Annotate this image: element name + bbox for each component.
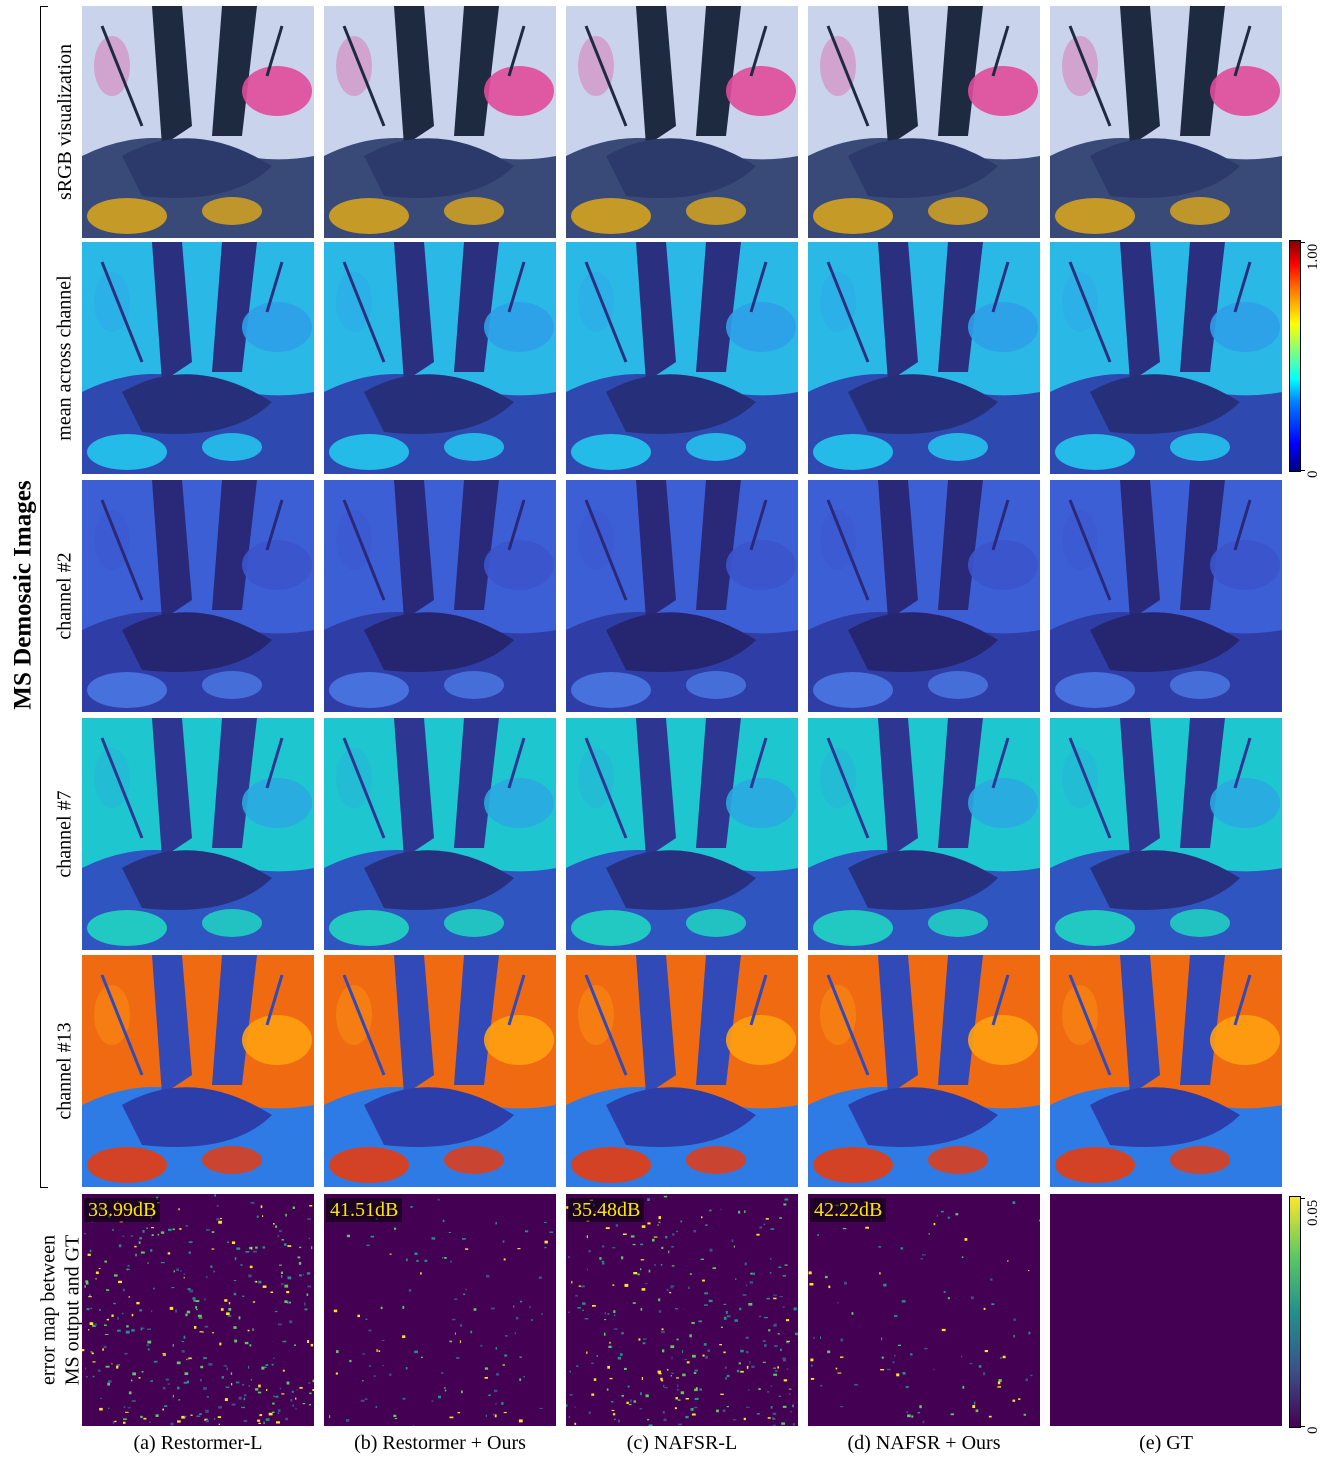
psnr-label: 35.48dB [568,1198,645,1222]
caption-col-e: (e) GT [1139,1432,1193,1454]
colorbar-jet [1289,240,1301,472]
colorbar-viridis-min-label: 0 [1305,1426,1321,1435]
panel-ch7-col-1 [324,718,556,950]
row-label-ch7: channel #7 [48,718,82,950]
colorbar-viridis [1289,1196,1301,1428]
row-label-text: channel #7 [54,790,76,878]
row-label-text: channel #2 [54,552,76,640]
panel-mean-col-3 [808,242,1040,474]
row-label-mean: mean across channel [48,242,82,474]
psnr-label: 33.99dB [84,1198,161,1222]
row-label-ch13: channel #13 [48,955,82,1187]
panel-err-col-0: 33.99dB [82,1194,314,1426]
row-label-err-text: error map between MS output and GT [36,1235,84,1386]
row-label-err: error map between MS output and GT [30,1194,90,1426]
psnr-label: 41.51dB [326,1198,403,1222]
panel-srgb-col-3 [808,6,1040,238]
panel-ch2-col-2 [566,480,798,712]
row-label-text: mean across channel [54,275,77,441]
panel-err-col-4 [1050,1194,1282,1426]
panel-ch7-col-3 [808,718,1040,950]
figure-side-title: MS Demosaic Images [4,200,44,990]
row-label-err-line2: MS output and GT [61,1234,83,1386]
panel-ch2-col-1 [324,480,556,712]
row-label-err-line1: error map between [37,1235,59,1385]
panel-err-col-3: 42.22dB [808,1194,1040,1426]
panel-srgb-col-2 [566,6,798,238]
colorbar-jet-min-label: 0 [1305,470,1321,479]
panel-ch13-col-1 [324,955,556,1187]
panel-srgb-col-1 [324,6,556,238]
rows-bracket [40,6,48,1188]
panel-mean-col-1 [324,242,556,474]
caption-col-a: (a) Restormer-L [133,1432,263,1454]
colorbar-viridis-max-label: 0.05 [1305,1199,1321,1226]
side-title-text: MS Demosaic Images [10,480,38,710]
panel-mean-col-4 [1050,242,1282,474]
caption-col-b: (b) Restormer + Ours [354,1432,526,1454]
panel-ch13-col-4 [1050,955,1282,1187]
panel-ch13-col-3 [808,955,1040,1187]
caption-col-d: (d) NAFSR + Ours [847,1432,1001,1454]
panel-mean-col-2 [566,242,798,474]
colorbar-jet-tick-max [1301,242,1305,243]
panel-mean-col-0 [82,242,314,474]
panel-ch13-col-0 [82,955,314,1187]
row-label-text: channel #13 [54,1022,76,1120]
panel-ch7-col-4 [1050,718,1282,950]
row-label-text: sRGB visualization [54,43,77,201]
panel-ch2-col-0 [82,480,314,712]
colorbar-viridis-tick-min [1301,1426,1305,1427]
panel-ch2-col-4 [1050,480,1282,712]
panel-srgb-col-4 [1050,6,1282,238]
colorbar-jet-tick-min [1301,470,1305,471]
caption-col-c: (c) NAFSR-L [626,1432,738,1454]
panel-err-col-1: 41.51dB [324,1194,556,1426]
panel-ch7-col-0 [82,718,314,950]
panel-ch7-col-2 [566,718,798,950]
panel-ch13-col-2 [566,955,798,1187]
panel-srgb-col-0 [82,6,314,238]
colorbar-viridis-tick-max [1301,1198,1305,1199]
panel-ch2-col-3 [808,480,1040,712]
row-label-ch2: channel #2 [48,480,82,712]
row-label-srgb: sRGB visualization [48,6,82,238]
panel-err-col-2: 35.48dB [566,1194,798,1426]
psnr-label: 42.22dB [810,1198,887,1222]
colorbar-jet-max-label: 1.00 [1305,243,1321,270]
